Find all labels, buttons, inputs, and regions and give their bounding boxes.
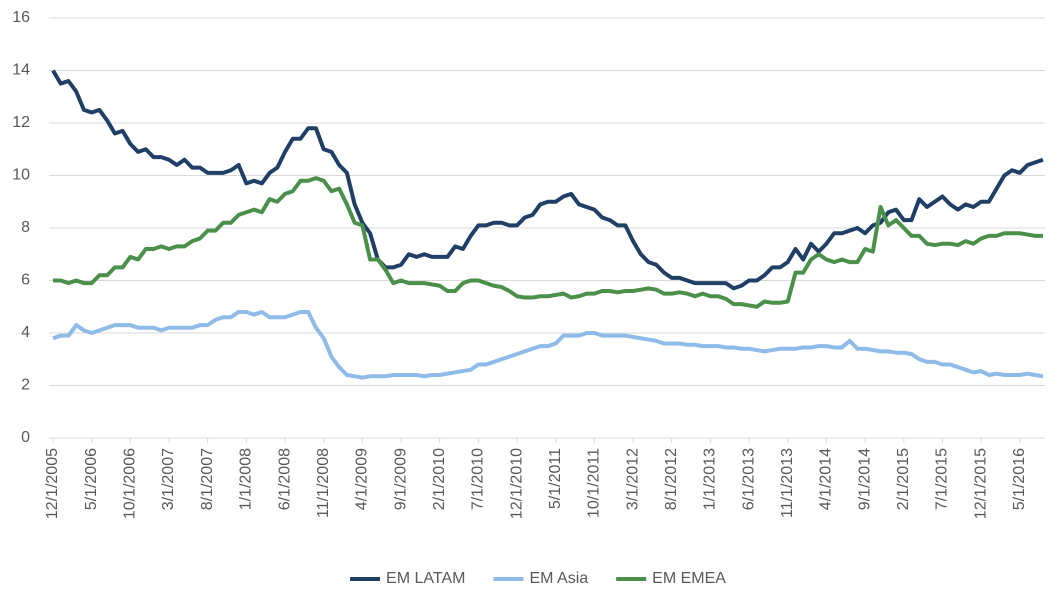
legend: EM LATAM EM Asia EM EMEA — [350, 570, 726, 587]
series-line — [51, 69, 1044, 291]
y-tick-label: 14 — [12, 62, 30, 79]
x-tick-label: 2/1/2010 — [431, 448, 448, 510]
x-tick-label: 9/1/2009 — [392, 448, 409, 510]
y-tick-label: 10 — [12, 167, 30, 184]
x-tick-label: 5/1/2011 — [547, 448, 564, 509]
x-tick-label: 4/1/2009 — [354, 448, 371, 510]
x-tick-label: 3/1/2007 — [160, 448, 177, 510]
legend-label: EM Asia — [529, 570, 588, 587]
x-tick-label: 12/1/2010 — [508, 448, 525, 519]
x-tick-label: 3/1/2012 — [624, 448, 641, 510]
x-tick-label: 4/1/2014 — [818, 448, 835, 510]
y-tick-label: 6 — [21, 272, 30, 289]
x-tick-label: 11/1/2008 — [315, 448, 332, 518]
x-tick-label: 10/1/2011 — [586, 448, 603, 518]
x-tick-label: 1/1/2008 — [238, 448, 255, 510]
x-tick-label: 5/1/2006 — [83, 448, 100, 510]
x-tick-label: 8/1/2012 — [663, 448, 680, 510]
x-tick-label: 7/1/2015 — [934, 448, 951, 510]
legend-label: EM EMEA — [652, 570, 726, 587]
y-tick-label: 8 — [21, 219, 30, 236]
y-tick-label: 0 — [21, 429, 30, 446]
x-tick-label: 2/1/2015 — [895, 448, 912, 510]
x-tick-label: 12/1/2005 — [44, 448, 61, 519]
x-tick-label: 1/1/2013 — [702, 448, 719, 510]
x-tick-label: 8/1/2007 — [199, 448, 216, 510]
series-line — [52, 310, 1044, 380]
x-tick-label: 5/1/2016 — [1011, 448, 1028, 510]
legend-label: EM LATAM — [386, 570, 465, 587]
x-tick-label: 10/1/2006 — [122, 448, 139, 519]
x-tick-label: 7/1/2010 — [470, 448, 487, 510]
x-tick-label: 9/1/2014 — [856, 448, 873, 510]
y-tick-label: 4 — [21, 324, 30, 341]
series-line — [53, 176, 1043, 309]
y-tick-label: 12 — [12, 114, 30, 131]
x-tick-label: 11/1/2013 — [779, 448, 796, 518]
y-tick-label: 2 — [21, 377, 30, 394]
x-tick-label: 12/1/2015 — [972, 448, 989, 519]
x-tick-label: 6/1/2013 — [740, 448, 757, 510]
y-tick-label: 16 — [12, 9, 30, 26]
x-tick-label: 6/1/2008 — [276, 448, 293, 510]
